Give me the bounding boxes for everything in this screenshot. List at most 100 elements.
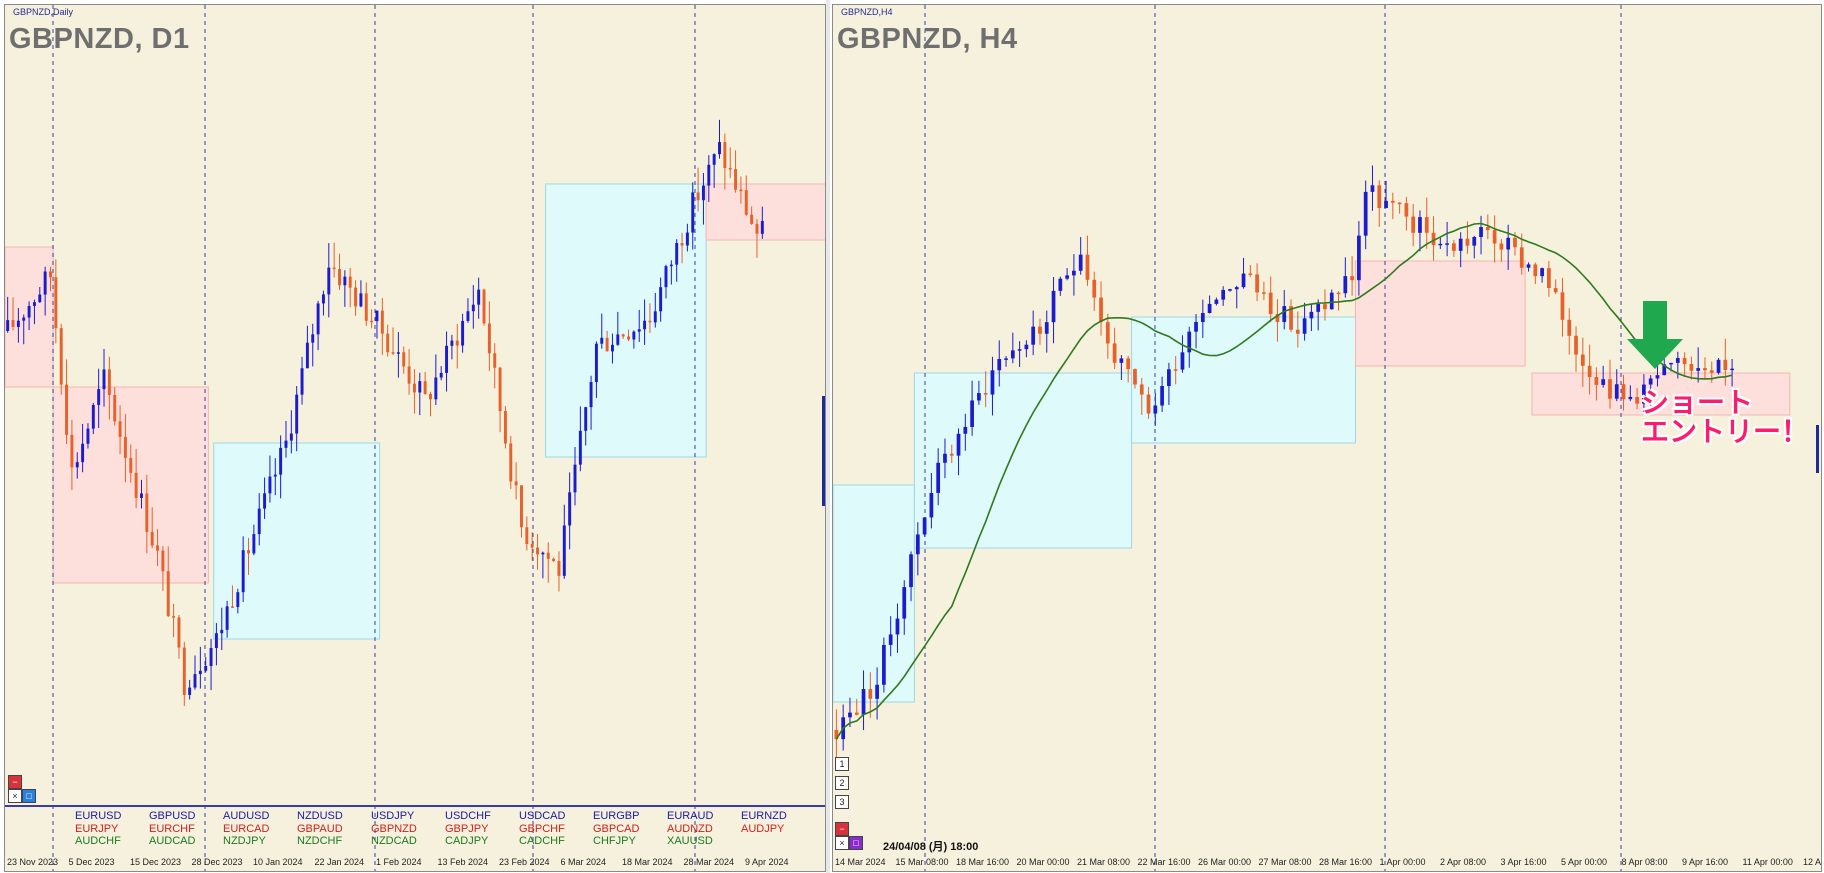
candle [316, 300, 320, 351]
moving-average-line [835, 222, 1733, 740]
symbol-link[interactable]: USDJPY [371, 810, 415, 822]
symbol-link[interactable]: GBPNZD [371, 822, 417, 835]
candle [1078, 237, 1083, 275]
symbol-link[interactable]: EURNZD [741, 810, 787, 822]
symbol-link[interactable]: NZDCHF [297, 835, 343, 847]
symbol-link[interactable]: AUDNZD [667, 822, 713, 835]
symbol-link[interactable]: CADCHF [519, 835, 565, 847]
candle [1221, 286, 1226, 306]
scroll-marker[interactable] [822, 396, 825, 506]
candle-body [1458, 238, 1463, 251]
candle [1519, 233, 1524, 275]
candle-body [1241, 273, 1246, 288]
candle-body [1160, 386, 1164, 406]
symbol-link[interactable]: AUDUSD [223, 810, 270, 822]
candle [439, 366, 443, 381]
symbol-link[interactable]: GBPCHF [519, 822, 565, 835]
close-icon[interactable]: × [835, 836, 849, 850]
candle-body [983, 393, 988, 395]
candle [1160, 376, 1164, 412]
crosshair-timestamp: 24/04/08 (月) 18:00 [883, 841, 979, 853]
panel-separator[interactable] [826, 0, 830, 873]
candle [338, 253, 341, 290]
candle-body [882, 644, 886, 685]
subwindow-button-1[interactable]: 1 [835, 757, 849, 771]
candle [1553, 279, 1558, 295]
symbol-link[interactable]: EURJPY [75, 822, 119, 835]
candle [1262, 281, 1266, 301]
symbol-link[interactable]: AUDCAD [149, 835, 196, 847]
candle-body [172, 616, 176, 618]
h4-chart-canvas[interactable] [833, 5, 1821, 871]
close-icon[interactable]: × [8, 789, 22, 803]
symbol-link[interactable]: EURCHF [149, 822, 195, 835]
symbol-link[interactable]: XAUUSD [667, 835, 713, 847]
candle [1038, 318, 1042, 345]
candle-body [49, 271, 52, 278]
daily-chart-canvas[interactable] [5, 5, 825, 871]
candle [1526, 262, 1531, 272]
candle [1445, 221, 1449, 257]
chart-title: GBPNZD, D1 [9, 23, 190, 55]
symbol-link[interactable]: CADJPY [445, 835, 489, 847]
symbol-link[interactable]: EURUSD [75, 810, 122, 822]
date-tick-label: 9 Apr 2024 [745, 857, 789, 867]
candle [1363, 180, 1368, 250]
candle-body [1078, 254, 1083, 271]
candle [530, 532, 534, 561]
chart-window-daily[interactable]: GBPNZD,Daily GBPNZD, D1 − × □ EURUSD EURJ… [4, 4, 826, 872]
date-tick-label: 23 Nov 2023 [7, 857, 59, 867]
symbol-link[interactable]: USDCHF [445, 810, 491, 822]
minimize-icon[interactable]: − [8, 775, 22, 789]
minimize-icon[interactable]: − [835, 822, 849, 836]
scroll-marker[interactable] [1816, 425, 1819, 473]
candle [546, 542, 550, 583]
candle-body [220, 629, 224, 634]
symbol-link[interactable]: EURGBP [593, 810, 640, 822]
candle [1092, 271, 1097, 312]
symbol-link[interactable]: NZDJPY [223, 835, 266, 847]
candle [1458, 232, 1463, 268]
window-mode-icon[interactable]: □ [849, 836, 863, 850]
candle [589, 375, 593, 430]
candle-body [977, 393, 981, 401]
candle-body [1289, 306, 1293, 330]
candle [81, 423, 85, 473]
candle [11, 297, 15, 331]
candle [584, 406, 588, 446]
window-mode-icon[interactable]: □ [22, 789, 36, 803]
annotation-line-1: ショート [1641, 387, 1754, 418]
candle-body [909, 554, 913, 588]
candle [129, 444, 133, 483]
date-tick-label: 21 Mar 08:00 [1077, 857, 1131, 867]
symbol-link[interactable]: NZDCAD [371, 835, 417, 847]
candle-body [643, 320, 647, 330]
symbol-link[interactable]: GBPUSD [149, 810, 196, 822]
symbol-link[interactable]: GBPJPY [445, 822, 489, 835]
candle [509, 435, 513, 489]
candle [915, 522, 920, 576]
subwindow-button-3[interactable]: 3 [835, 795, 849, 809]
subwindow-button-2[interactable]: 2 [835, 776, 849, 790]
symbol-link[interactable]: USDCAD [519, 810, 566, 822]
symbol-link[interactable]: AUDJPY [741, 822, 785, 835]
symbol-link[interactable]: CHFJPY [593, 835, 636, 847]
chart-window-h4[interactable]: GBPNZD,H4 GBPNZD, H4 1 2 3 − × □ 24/04/0… [832, 4, 1822, 872]
symbol-column: NZDUSD GBPAUD NZDCHF [297, 810, 369, 848]
candle [134, 449, 138, 509]
candle [1703, 357, 1707, 380]
candle [1682, 352, 1687, 378]
candle [1200, 299, 1205, 338]
candle-body [493, 353, 497, 368]
symbol-link[interactable]: NZDUSD [297, 810, 343, 822]
date-tick-label: 22 Mar 16:00 [1137, 857, 1191, 867]
symbol-link[interactable]: EURAUD [667, 810, 714, 822]
symbol-link[interactable]: GBPAUD [297, 822, 343, 835]
symbol-link[interactable]: AUDCHF [75, 835, 121, 847]
symbol-link[interactable]: EURCAD [223, 822, 270, 835]
symbol-link[interactable]: GBPCAD [593, 822, 640, 835]
candle-body [1424, 217, 1429, 233]
candle-body [386, 333, 390, 353]
candle-body [530, 544, 534, 548]
candle [161, 546, 165, 591]
